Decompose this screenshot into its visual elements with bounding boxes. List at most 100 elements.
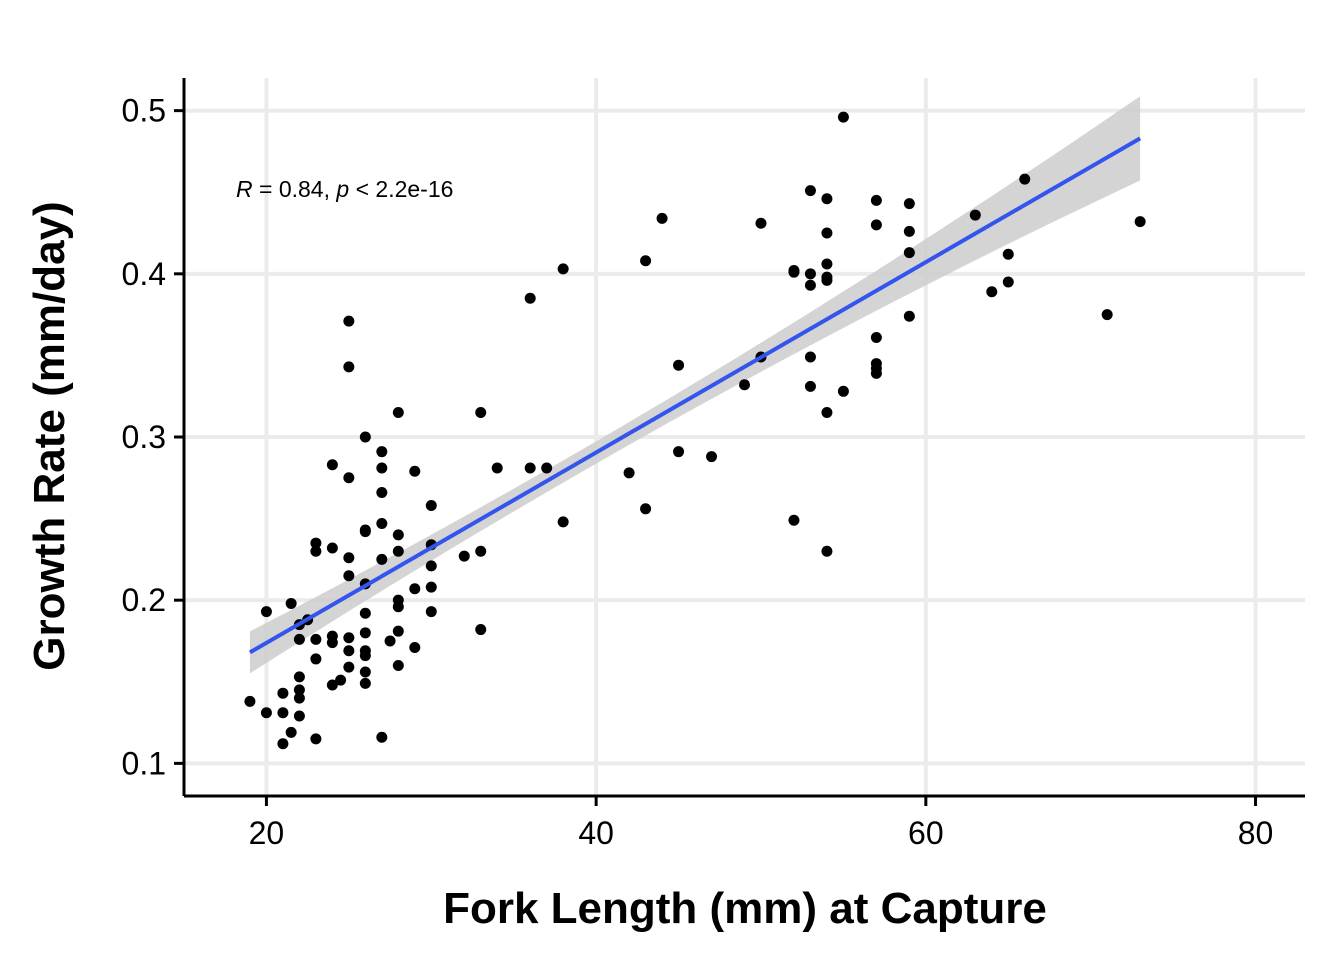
data-point-96 <box>821 258 833 270</box>
data-point-47 <box>376 517 388 529</box>
data-point-105 <box>870 331 882 343</box>
axes <box>174 78 1305 806</box>
data-point-90 <box>804 268 816 280</box>
y-tick-label-0.2: 0.2 <box>122 582 166 618</box>
data-point-89 <box>804 185 816 197</box>
data-point-95 <box>821 227 833 239</box>
data-point-101 <box>837 111 849 123</box>
data-point-5 <box>277 738 289 750</box>
fit-line <box>248 136 1142 655</box>
data-point-44 <box>376 446 388 458</box>
data-point-45 <box>376 462 388 474</box>
data-point-34 <box>359 431 371 443</box>
data-point-53 <box>392 545 404 557</box>
data-point-81 <box>673 446 685 458</box>
r-symbol: R <box>236 176 253 202</box>
data-point-98 <box>821 274 833 286</box>
data-point-56 <box>392 625 404 637</box>
data-point-3 <box>277 687 289 699</box>
data-point-20 <box>326 459 338 471</box>
data-point-100 <box>821 545 833 557</box>
data-point-12 <box>293 692 305 704</box>
data-point-92 <box>804 351 816 363</box>
data-point-64 <box>425 581 437 593</box>
data-point-65 <box>425 606 437 618</box>
data-point-11 <box>293 684 305 696</box>
data-point-91 <box>804 279 816 291</box>
confidence-band-layer <box>249 96 1141 674</box>
data-point-79 <box>656 212 668 224</box>
data-point-30 <box>343 570 355 582</box>
data-point-75 <box>557 516 569 528</box>
data-point-80 <box>673 359 685 371</box>
data-point-1 <box>260 606 272 618</box>
data-point-68 <box>475 545 487 557</box>
x-tick-label-80: 80 <box>1238 815 1274 851</box>
data-point-15 <box>310 537 322 549</box>
data-point-57 <box>392 659 404 671</box>
data-point-17 <box>310 633 322 645</box>
data-point-51 <box>392 407 404 419</box>
data-point-76 <box>623 467 635 479</box>
data-point-32 <box>343 645 355 657</box>
y-tick-label-0.4: 0.4 <box>122 256 166 292</box>
data-point-38 <box>359 607 371 619</box>
x-tick-label-20: 20 <box>249 815 285 851</box>
data-point-78 <box>640 503 652 515</box>
data-point-41 <box>359 650 371 662</box>
data-point-29 <box>343 552 355 564</box>
data-point-71 <box>524 292 536 304</box>
data-point-46 <box>376 486 388 498</box>
data-point-36 <box>359 526 371 538</box>
data-point-118 <box>1101 309 1113 321</box>
data-point-88 <box>788 514 800 526</box>
y-tick-label-0.5: 0.5 <box>122 93 166 129</box>
x-axis-title: Fork Length (mm) at Capture <box>443 884 1047 933</box>
data-point-48 <box>376 553 388 565</box>
data-point-27 <box>343 361 355 373</box>
data-point-114 <box>986 286 998 298</box>
data-point-49 <box>376 731 388 743</box>
data-point-7 <box>285 726 297 738</box>
data-point-115 <box>1002 248 1014 260</box>
data-point-113 <box>969 209 981 221</box>
data-point-108 <box>870 367 882 379</box>
r-value: = 0.84, <box>253 176 337 202</box>
data-point-25 <box>335 674 347 686</box>
data-point-2 <box>260 707 272 719</box>
data-point-110 <box>903 225 915 237</box>
x-tick-label-60: 60 <box>908 815 944 851</box>
data-point-99 <box>821 407 833 419</box>
p-value: < 2.2e-16 <box>349 176 453 202</box>
confidence-band <box>249 96 1141 674</box>
data-point-61 <box>425 500 437 512</box>
data-point-58 <box>409 465 421 477</box>
data-point-16 <box>310 545 322 557</box>
tick-labels: 20 40 60 80 0.1 0.2 0.3 0.4 0.5 <box>122 93 1274 851</box>
data-point-84 <box>755 217 767 229</box>
x-tick-label-40: 40 <box>578 815 614 851</box>
data-point-43 <box>359 677 371 689</box>
data-point-18 <box>310 653 322 665</box>
data-point-21 <box>326 542 338 554</box>
data-point-23 <box>326 637 338 649</box>
data-point-104 <box>870 219 882 231</box>
data-point-66 <box>458 550 470 562</box>
data-point-33 <box>343 661 355 673</box>
data-point-111 <box>903 247 915 259</box>
data-point-82 <box>706 451 718 463</box>
data-point-87 <box>788 266 800 278</box>
y-axis-title: Growth Rate (mm/day) <box>25 201 74 670</box>
data-point-93 <box>804 380 816 392</box>
data-point-26 <box>343 315 355 327</box>
data-point-42 <box>359 666 371 678</box>
data-point-55 <box>392 601 404 613</box>
correlation-annotation: R = 0.84, p < 2.2e-16 <box>236 176 453 202</box>
data-point-77 <box>640 255 652 267</box>
data-point-69 <box>475 624 487 636</box>
data-point-109 <box>903 198 915 210</box>
data-point-0 <box>244 695 256 707</box>
fit-line-layer <box>248 136 1142 655</box>
data-point-72 <box>524 462 536 474</box>
